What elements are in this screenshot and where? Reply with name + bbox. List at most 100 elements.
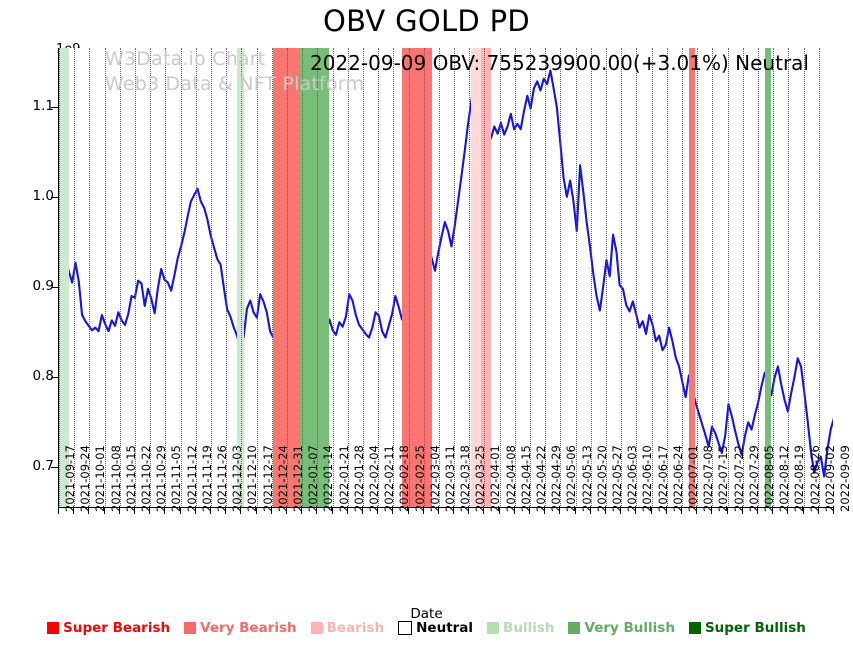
x-tick-label: 2022-08-26 xyxy=(807,445,822,512)
x-tick-mark xyxy=(757,508,759,514)
x-tick-label: 2022-05-27 xyxy=(610,445,625,512)
x-tick-mark xyxy=(194,508,196,514)
x-tick-mark xyxy=(711,508,713,514)
y-tick-label: 1.0 xyxy=(32,187,54,204)
gridline xyxy=(423,48,425,507)
legend-swatch xyxy=(310,622,323,634)
gridline xyxy=(773,48,775,507)
x-tick-mark xyxy=(346,508,348,514)
x-tick-label: 2022-01-14 xyxy=(321,445,336,512)
x-tick-mark xyxy=(817,508,819,514)
x-tick-mark xyxy=(164,508,166,514)
gridline xyxy=(362,48,364,507)
x-tick-mark xyxy=(149,508,151,514)
legend-label: Neutral xyxy=(416,620,474,636)
gridline xyxy=(499,48,501,507)
legend-item-very-bullish[interactable]: Very Bullish xyxy=(568,620,675,636)
chart-title: OBV GOLD PD xyxy=(322,4,530,38)
x-tick-label: 2022-02-11 xyxy=(382,445,397,512)
x-tick-label: 2022-09-02 xyxy=(822,445,837,512)
x-tick-label: 2021-11-12 xyxy=(184,445,199,512)
x-tick-label: 2022-06-17 xyxy=(655,445,670,512)
plot-area[interactable]: W3Data.io Chart Web3 Data & NFT Platform… xyxy=(58,48,833,508)
legend-item-super-bearish[interactable]: Super Bearish xyxy=(47,620,170,636)
legend-label: Very Bearish xyxy=(200,620,297,636)
signal-band-very-bearish xyxy=(688,48,696,507)
x-tick-mark xyxy=(772,508,774,514)
gridline xyxy=(89,48,91,507)
x-tick-label: 2022-05-13 xyxy=(579,445,594,512)
legend-item-neutral[interactable]: Neutral xyxy=(398,620,473,636)
x-tick-mark xyxy=(787,508,789,514)
x-tick-mark xyxy=(301,508,303,514)
x-tick-mark xyxy=(696,508,698,514)
gridline xyxy=(636,48,638,507)
x-tick-mark xyxy=(331,508,333,514)
x-tick-mark xyxy=(620,508,622,514)
x-tick-mark xyxy=(650,508,652,514)
x-tick-label: 2022-01-21 xyxy=(336,445,351,512)
x-tick-mark xyxy=(589,508,591,514)
x-tick-label: 2022-07-29 xyxy=(746,445,761,512)
gridline xyxy=(530,48,532,507)
x-tick-mark xyxy=(741,508,743,514)
gridline xyxy=(621,48,623,507)
signal-band-bearish xyxy=(471,48,482,507)
gridline xyxy=(119,48,121,507)
gridline xyxy=(195,48,197,507)
gridline xyxy=(378,48,380,507)
gridline xyxy=(210,48,212,507)
gridline xyxy=(408,48,410,507)
x-tick-label: 2022-02-04 xyxy=(366,445,381,512)
gridline xyxy=(286,48,288,507)
y-tick-mark xyxy=(51,287,58,289)
legend: Super Bearish Very Bearish Bearish Neutral B… xyxy=(0,620,853,636)
x-tick-label: 2022-07-01 xyxy=(686,445,701,512)
x-tick-mark xyxy=(513,508,515,514)
x-tick-mark xyxy=(559,508,561,514)
x-tick-mark xyxy=(270,508,272,514)
x-tick-mark xyxy=(316,508,318,514)
gridline xyxy=(134,48,136,507)
x-tick-label: 2021-10-22 xyxy=(138,445,153,512)
gridline xyxy=(74,48,76,507)
watermark-line-2: Web3 Data & NFT Platform xyxy=(105,73,365,95)
x-tick-mark xyxy=(726,508,728,514)
legend-swatch xyxy=(184,622,197,634)
gridline xyxy=(454,48,456,507)
x-tick-mark xyxy=(635,508,637,514)
x-tick-label: 2022-09-09 xyxy=(838,445,852,512)
gridline xyxy=(332,48,334,507)
gridline xyxy=(666,48,668,507)
x-tick-mark xyxy=(468,508,470,514)
x-tick-label: 2022-03-18 xyxy=(458,445,473,512)
x-tick-label: 2021-12-03 xyxy=(230,445,245,512)
x-tick-label: 2022-05-06 xyxy=(564,445,579,512)
x-tick-label: 2022-03-04 xyxy=(427,445,442,512)
x-tick-mark xyxy=(453,508,455,514)
gridline xyxy=(317,48,319,507)
x-tick-label: 2021-09-17 xyxy=(63,445,77,512)
x-tick-label: 2022-04-29 xyxy=(549,445,564,512)
x-tick-mark xyxy=(407,508,409,514)
x-tick-label: 2022-07-08 xyxy=(701,445,716,512)
x-tick-mark xyxy=(529,508,531,514)
legend-label: Very Bullish xyxy=(584,620,675,636)
legend-item-super-bullish[interactable]: Super Bullish xyxy=(688,620,806,636)
legend-item-very-bearish[interactable]: Very Bearish xyxy=(184,620,297,636)
y-tick-label: 1.1 xyxy=(32,97,54,114)
x-tick-label: 2022-06-03 xyxy=(625,445,640,512)
x-tick-mark xyxy=(255,508,257,514)
x-tick-mark xyxy=(833,508,834,514)
legend-item-bullish[interactable]: Bullish xyxy=(487,620,554,636)
x-tick-mark xyxy=(665,508,667,514)
x-tick-label: 2021-11-05 xyxy=(169,445,184,512)
x-tick-mark xyxy=(73,508,75,514)
x-tick-mark xyxy=(118,508,120,514)
x-tick-mark xyxy=(225,508,227,514)
gridline xyxy=(104,48,106,507)
legend-swatch xyxy=(398,621,413,635)
gridline xyxy=(438,48,440,507)
legend-item-bearish[interactable]: Bearish xyxy=(310,620,384,636)
gridline xyxy=(590,48,592,507)
